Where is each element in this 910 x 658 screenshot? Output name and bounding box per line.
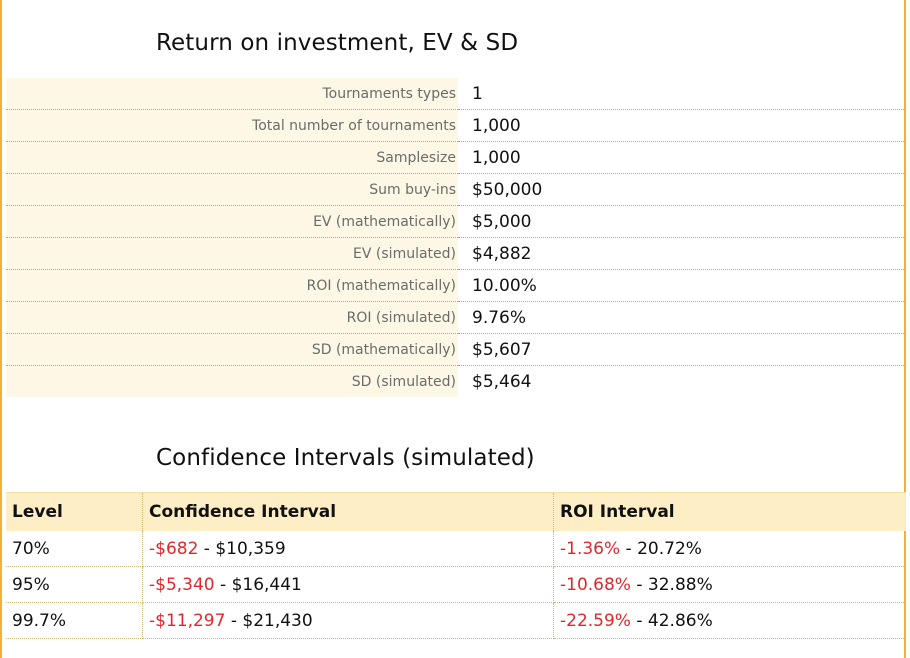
- stats-value: 1,000: [458, 141, 906, 174]
- stats-row-samplesize: Samplesize 1,000: [6, 141, 906, 174]
- ci-section-title: Confidence Intervals (simulated): [156, 445, 535, 471]
- ci-row: 95% -$5,340 - $16,441 -10.68% - 32.88%: [6, 566, 906, 603]
- roi-section-title: Return on investment, EV & SD: [156, 30, 519, 56]
- roi-high-value: 32.88%: [647, 574, 713, 595]
- stats-row-ev-math: EV (mathematically) $5,000: [6, 205, 906, 238]
- stats-row-total-tournaments: Total number of tournaments 1,000: [6, 109, 906, 142]
- stats-row-roi-math: ROI (mathematically) 10.00%: [6, 269, 906, 302]
- roi-separator: -: [630, 610, 648, 631]
- ci-separator: -: [225, 610, 243, 631]
- ci-level: 70%: [6, 531, 143, 567]
- ci-separator: -: [198, 538, 216, 559]
- stats-row-ev-sim: EV (simulated) $4,882: [6, 237, 906, 270]
- stats-label: ROI (simulated): [6, 301, 458, 334]
- stats-label: ROI (mathematically): [6, 269, 458, 302]
- roi-separator: -: [620, 538, 638, 559]
- stats-value: 1: [458, 78, 906, 110]
- ci-level: 95%: [6, 566, 143, 603]
- stats-row-sum-buy-ins: Sum buy-ins $50,000: [6, 173, 906, 206]
- stats-row-sd-math: SD (mathematically) $5,607: [6, 333, 906, 366]
- stats-label: Sum buy-ins: [6, 173, 458, 206]
- stats-label: Samplesize: [6, 141, 458, 174]
- stats-value: $4,882: [458, 237, 906, 270]
- stats-value: $5,607: [458, 333, 906, 366]
- ci-level: 99.7%: [6, 602, 143, 639]
- confidence-intervals-table: Level Confidence Interval ROI Interval 7…: [6, 492, 906, 639]
- stats-label: EV (mathematically): [6, 205, 458, 238]
- ci-high-value: $16,441: [231, 574, 302, 595]
- ci-low-value: -$5,340: [149, 574, 215, 595]
- ci-confidence-interval: -$682 - $10,359: [142, 531, 554, 567]
- stats-value: $5,464: [472, 371, 532, 392]
- stats-row-tournament-types: Tournaments types 1: [6, 78, 906, 110]
- stats-row-sd-sim: SD (simulated) $5,464: [6, 365, 906, 397]
- stats-value: 9.76%: [458, 301, 906, 334]
- roi-low-value: -10.68%: [560, 574, 631, 595]
- ci-high-value: $10,359: [215, 538, 286, 559]
- ci-row: 99.7% -$11,297 - $21,430 -22.59% - 42.86…: [6, 602, 906, 639]
- roi-high-value: 20.72%: [637, 538, 702, 559]
- roi-separator: -: [630, 574, 648, 595]
- roi-stats-table: Tournaments types 1 Total number of tour…: [6, 78, 906, 397]
- stats-label: SD (mathematically): [6, 333, 458, 366]
- stats-label: EV (simulated): [6, 237, 458, 270]
- ci-low-value: -$11,297: [149, 610, 226, 631]
- stats-value: 1,000: [458, 109, 906, 142]
- stats-row-roi-sim: ROI (simulated) 9.76%: [6, 301, 906, 334]
- roi-low-value: -22.59%: [560, 610, 631, 631]
- ci-header-level: Level: [6, 492, 143, 531]
- stats-value: $50,000: [458, 173, 906, 206]
- ci-confidence-interval: -$5,340 - $16,441: [142, 566, 554, 603]
- ci-high-value: $21,430: [242, 610, 313, 631]
- ci-roi-interval: -10.68% - 32.88%: [553, 566, 906, 603]
- ci-row: 70% -$682 - $10,359 -1.36% - 20.72%: [6, 531, 906, 567]
- ci-header-row: Level Confidence Interval ROI Interval: [6, 492, 906, 531]
- ci-separator: -: [214, 574, 232, 595]
- roi-high-value: 42.86%: [647, 610, 713, 631]
- roi-low-value: -1.36%: [560, 538, 621, 559]
- stats-label: SD (simulated): [6, 365, 458, 397]
- ci-header-roi-interval: ROI Interval: [553, 492, 906, 531]
- stats-value: 10.00%: [458, 269, 906, 302]
- ci-roi-interval: -1.36% - 20.72%: [553, 531, 906, 567]
- stats-value: $5,000: [458, 205, 906, 238]
- ci-low-value: -$682: [149, 538, 199, 559]
- ci-header-confidence-interval: Confidence Interval: [142, 492, 554, 531]
- stats-label: Tournaments types: [6, 78, 458, 110]
- ci-roi-interval: -22.59% - 42.86%: [553, 602, 906, 639]
- ci-confidence-interval: -$11,297 - $21,430: [142, 602, 554, 639]
- stats-label: Total number of tournaments: [6, 109, 458, 142]
